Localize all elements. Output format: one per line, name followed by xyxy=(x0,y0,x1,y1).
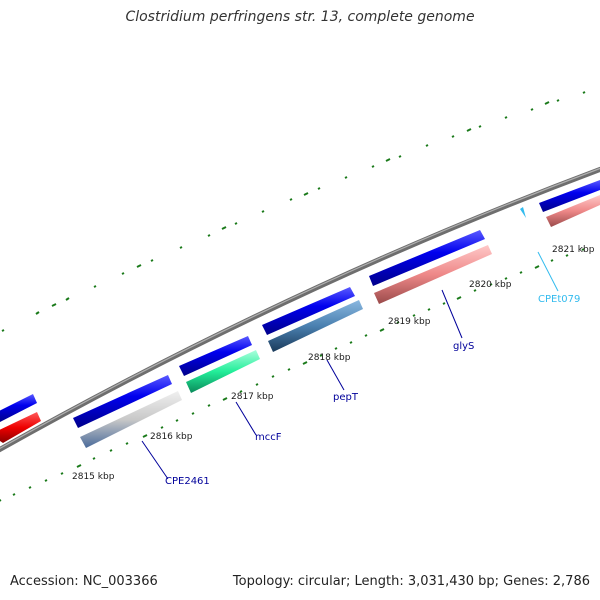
gene-feature[interactable] xyxy=(186,350,260,393)
leader-line xyxy=(235,401,257,436)
genome-title: Clostridium perfringens str. 13, complet… xyxy=(125,9,475,25)
genome-backbone xyxy=(0,166,600,453)
gene-feature[interactable] xyxy=(0,412,41,443)
leader-line xyxy=(326,359,345,391)
leader-line xyxy=(441,289,463,339)
scale-label: 2817 kbp xyxy=(231,392,274,402)
reverse-strand-genes xyxy=(0,195,600,448)
gene-label[interactable]: CPE2461 xyxy=(165,476,210,487)
forward-strand-genes xyxy=(0,180,600,428)
gene-feature[interactable] xyxy=(179,336,252,376)
gene-label[interactable]: pepT xyxy=(333,392,359,403)
label-leaders xyxy=(141,251,559,480)
gene-feature[interactable] xyxy=(369,230,485,286)
accession-info: Accession: NC_003366 xyxy=(10,574,158,589)
gene-feature[interactable] xyxy=(73,375,172,428)
gene-feature[interactable] xyxy=(374,245,492,304)
gene-feature[interactable] xyxy=(539,180,600,212)
scale-label: 2819 kbp xyxy=(388,317,431,327)
gene-feature[interactable] xyxy=(80,391,182,448)
scale-label: 2821 kbp xyxy=(552,245,595,255)
leader-line xyxy=(537,251,559,292)
scale-label: 2815 kbp xyxy=(72,472,115,482)
gene-feature[interactable] xyxy=(546,195,600,227)
gene-label[interactable]: CPEt079 xyxy=(538,294,580,305)
gene-label[interactable]: mccF xyxy=(255,432,282,443)
gene-label[interactable]: glyS xyxy=(453,341,474,352)
trna-feature[interactable] xyxy=(520,207,526,218)
gene-feature[interactable] xyxy=(262,287,355,335)
inner-tick-track xyxy=(0,248,585,502)
scale-label: 2818 kbp xyxy=(308,353,351,363)
outer-tick-track xyxy=(1,91,586,332)
scale-label: 2820 kbp xyxy=(469,280,512,290)
genome-summary: Topology: circular; Length: 3,031,430 bp… xyxy=(232,574,590,589)
gene-feature[interactable] xyxy=(268,300,363,352)
leader-line xyxy=(141,440,169,480)
scale-label: 2816 kbp xyxy=(150,432,193,442)
gene-feature[interactable] xyxy=(0,394,37,422)
